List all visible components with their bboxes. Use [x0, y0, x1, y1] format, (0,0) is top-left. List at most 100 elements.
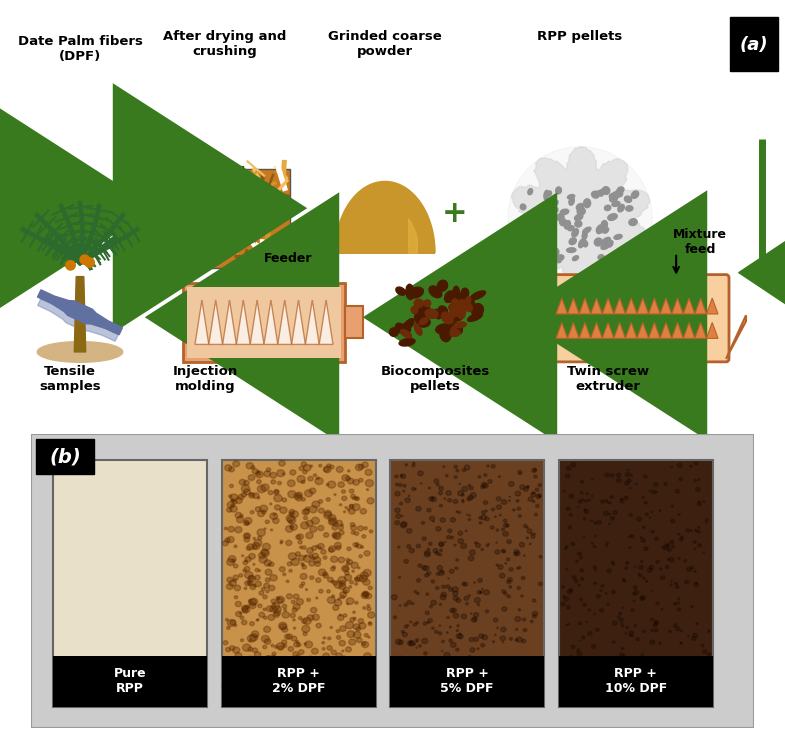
Circle shape	[355, 601, 358, 604]
Ellipse shape	[569, 198, 575, 205]
Circle shape	[485, 684, 490, 688]
Polygon shape	[579, 323, 591, 338]
Circle shape	[518, 609, 520, 611]
Circle shape	[395, 520, 400, 525]
Circle shape	[708, 630, 710, 631]
Circle shape	[345, 571, 349, 575]
Circle shape	[580, 492, 583, 494]
Circle shape	[321, 550, 326, 554]
Circle shape	[269, 562, 274, 567]
Circle shape	[506, 580, 511, 584]
Circle shape	[283, 573, 286, 576]
Circle shape	[450, 570, 454, 573]
Circle shape	[578, 584, 580, 586]
Circle shape	[287, 514, 294, 522]
Circle shape	[334, 581, 342, 588]
Circle shape	[422, 537, 426, 540]
Circle shape	[671, 506, 674, 507]
Circle shape	[503, 523, 508, 527]
Ellipse shape	[557, 214, 564, 220]
Circle shape	[403, 484, 406, 487]
Circle shape	[650, 640, 655, 644]
Ellipse shape	[520, 204, 526, 209]
Circle shape	[566, 624, 568, 625]
Ellipse shape	[547, 191, 552, 196]
Circle shape	[263, 608, 266, 611]
Circle shape	[588, 499, 590, 501]
Circle shape	[305, 507, 309, 510]
Ellipse shape	[568, 195, 575, 199]
Circle shape	[408, 495, 410, 496]
Circle shape	[248, 475, 255, 481]
Circle shape	[229, 667, 234, 672]
Circle shape	[457, 625, 459, 627]
Circle shape	[316, 578, 321, 582]
Circle shape	[286, 540, 292, 545]
Circle shape	[515, 551, 520, 556]
Circle shape	[323, 556, 327, 559]
Circle shape	[253, 537, 256, 539]
Circle shape	[403, 690, 406, 692]
Circle shape	[447, 498, 451, 502]
Circle shape	[407, 625, 409, 626]
Circle shape	[513, 509, 515, 511]
Ellipse shape	[556, 257, 561, 262]
Ellipse shape	[462, 288, 469, 298]
Circle shape	[230, 494, 238, 501]
Circle shape	[607, 569, 611, 573]
Circle shape	[449, 639, 452, 642]
Circle shape	[309, 488, 316, 494]
Circle shape	[358, 526, 363, 531]
Ellipse shape	[555, 255, 564, 261]
Circle shape	[456, 598, 461, 603]
Ellipse shape	[450, 296, 463, 306]
Circle shape	[229, 645, 235, 650]
Circle shape	[498, 476, 501, 478]
Circle shape	[299, 466, 304, 470]
Circle shape	[274, 671, 276, 673]
Circle shape	[329, 546, 335, 552]
Circle shape	[353, 542, 357, 547]
Circle shape	[535, 504, 539, 507]
Circle shape	[515, 639, 518, 641]
Circle shape	[422, 521, 425, 524]
Circle shape	[562, 683, 565, 685]
Circle shape	[629, 547, 631, 548]
Circle shape	[633, 592, 636, 595]
Circle shape	[289, 520, 292, 523]
Circle shape	[592, 645, 596, 648]
Circle shape	[642, 496, 644, 498]
Circle shape	[459, 483, 461, 484]
Circle shape	[500, 636, 506, 641]
Circle shape	[355, 497, 360, 501]
Circle shape	[694, 583, 699, 587]
Circle shape	[341, 524, 343, 526]
Circle shape	[440, 549, 443, 551]
Circle shape	[638, 565, 643, 570]
Circle shape	[427, 509, 431, 512]
Circle shape	[337, 683, 341, 686]
Circle shape	[520, 542, 524, 547]
Circle shape	[305, 555, 307, 557]
Circle shape	[252, 542, 260, 549]
Circle shape	[539, 556, 542, 558]
Circle shape	[301, 462, 306, 466]
Circle shape	[670, 558, 674, 562]
Circle shape	[245, 605, 249, 609]
Circle shape	[434, 694, 438, 698]
Circle shape	[365, 593, 372, 599]
Circle shape	[302, 565, 306, 569]
Circle shape	[242, 695, 249, 702]
Circle shape	[566, 467, 571, 470]
Ellipse shape	[612, 201, 620, 207]
Circle shape	[332, 532, 340, 539]
Circle shape	[261, 670, 264, 672]
Ellipse shape	[575, 214, 582, 220]
Circle shape	[227, 577, 233, 582]
Ellipse shape	[434, 309, 441, 319]
Circle shape	[276, 681, 280, 686]
Circle shape	[257, 511, 265, 517]
Polygon shape	[637, 298, 648, 314]
Circle shape	[439, 625, 440, 626]
Ellipse shape	[582, 240, 588, 247]
